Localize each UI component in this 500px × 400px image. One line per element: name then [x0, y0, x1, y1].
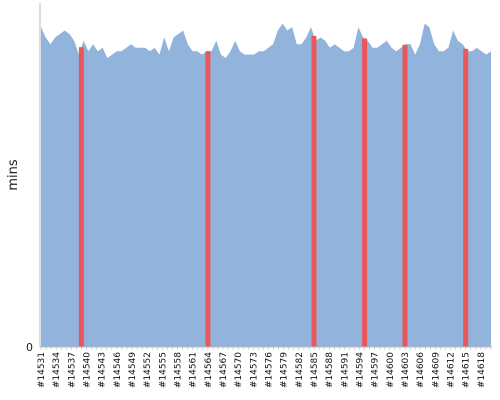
x-tick-label-21: #14594: [356, 352, 366, 388]
y-tick-label-0: 0: [26, 341, 33, 354]
highlight-bar-5: [463, 48, 469, 348]
x-tick-label-12: #14567: [219, 352, 229, 388]
x-tick-label-15: #14576: [265, 352, 275, 388]
x-tick-label-23: #14600: [386, 352, 396, 388]
x-axis-tick-labels: #14531 #14534 #14537 #14540 #14543 #14546 #145…: [37, 352, 487, 388]
x-tick-label-6: #14549: [128, 352, 138, 388]
x-tick-label-13: #14570: [234, 352, 244, 388]
highlight-bar-4: [402, 44, 408, 348]
plot-area: [41, 23, 491, 348]
x-tick-label-3: #14540: [83, 352, 93, 388]
x-tick-label-2: #14537: [67, 352, 77, 388]
x-tick-label-9: #14558: [174, 352, 184, 388]
x-tick-label-14: #14573: [249, 352, 259, 388]
x-tick-label-24: #14603: [401, 352, 411, 388]
x-tick-label-28: #14615: [462, 352, 472, 388]
x-tick-label-26: #14609: [431, 352, 441, 388]
highlight-bar-0: [78, 47, 84, 347]
x-tick-label-17: #14582: [295, 352, 305, 388]
highlight-bar-1: [205, 51, 211, 347]
highlight-bar-3: [362, 38, 368, 347]
x-tick-label-10: #14561: [189, 352, 199, 388]
x-tick-label-16: #14579: [280, 352, 290, 388]
area-series-0: [41, 23, 491, 347]
x-tick-label-0: #14531: [37, 352, 47, 388]
x-tick-label-27: #14612: [447, 352, 457, 388]
x-tick-label-20: #14591: [340, 352, 350, 388]
x-tick-label-1: #14534: [52, 352, 62, 388]
y-axis-label: mins: [6, 159, 21, 191]
x-tick-label-8: #14555: [158, 352, 168, 388]
highlight-bar-2: [311, 35, 317, 348]
x-axis-ticks: [40, 347, 492, 350]
x-tick-label-25: #14606: [416, 352, 426, 388]
x-tick-label-4: #14543: [98, 352, 108, 388]
x-tick-label-19: #14588: [325, 352, 335, 388]
x-tick-label-18: #14585: [310, 352, 320, 388]
x-tick-label-22: #14597: [371, 352, 381, 388]
x-tick-label-29: #14618: [477, 352, 487, 388]
x-tick-label-7: #14552: [143, 352, 153, 388]
x-tick-label-11: #14564: [204, 352, 214, 388]
x-tick-label-5: #14546: [113, 352, 123, 388]
